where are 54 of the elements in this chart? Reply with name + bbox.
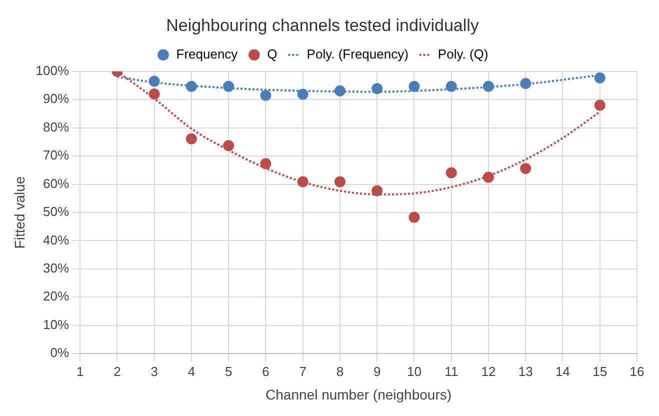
x-tick-label: 7 [299,364,306,379]
legend-label: Frequency [176,46,238,62]
point [148,88,160,100]
x-tick-label: 6 [262,364,270,379]
x-tick-label: 5 [224,364,232,379]
legend-label: Poly. (Frequency) [306,46,408,62]
x-axis-title: Channel number (neighbours) [266,386,452,402]
chart-title: Neighbouring channels tested individually [166,16,480,35]
y-tick-label: 80% [43,119,70,134]
legend-label: Poly. (Q) [438,46,488,62]
point [520,162,532,174]
point [186,133,197,144]
x-tick-label: 14 [556,364,570,379]
y-tick-label: 100% [36,62,70,78]
point [223,80,234,92]
y-tick-label: 30% [43,260,70,276]
y-axis-title: Fitted value [11,176,28,249]
legend-label: Q [267,46,278,62]
point [260,90,272,101]
y-tick-label: 60% [43,176,70,191]
x-tick-label: 15 [592,364,608,379]
y-tick-label: 0% [50,345,70,360]
x-tick-label: 9 [373,364,381,379]
y-tick-label: 90% [43,91,70,106]
x-tick-label: 16 [630,364,644,379]
point [260,158,272,170]
y-tick-label: 70% [43,148,70,163]
x-tick-label: 8 [336,364,344,379]
point [446,80,457,92]
point [297,88,308,100]
point [408,212,420,223]
point [482,172,494,183]
point [446,167,457,178]
x-tick-label: 4 [188,364,196,379]
point [594,100,606,111]
x-tick-label: 3 [150,364,158,379]
point [594,72,606,84]
point [186,80,197,92]
x-tick-label: 13 [518,364,533,379]
x-tick-label: 11 [444,364,458,379]
point [408,80,420,92]
y-tick-label: 20% [43,288,70,304]
x-tick-label: 10 [406,364,422,379]
point [334,85,346,96]
point [334,176,346,188]
y-tick-label: 40% [43,232,70,248]
point [223,140,234,152]
point [372,83,383,94]
x-tick-label: 1 [76,364,84,379]
y-tick-label: 50% [43,204,70,220]
point [372,185,383,196]
y-tick-label: 10% [43,316,70,332]
x-tick-label: 12 [481,364,496,379]
x-tick-label: 2 [114,364,121,379]
